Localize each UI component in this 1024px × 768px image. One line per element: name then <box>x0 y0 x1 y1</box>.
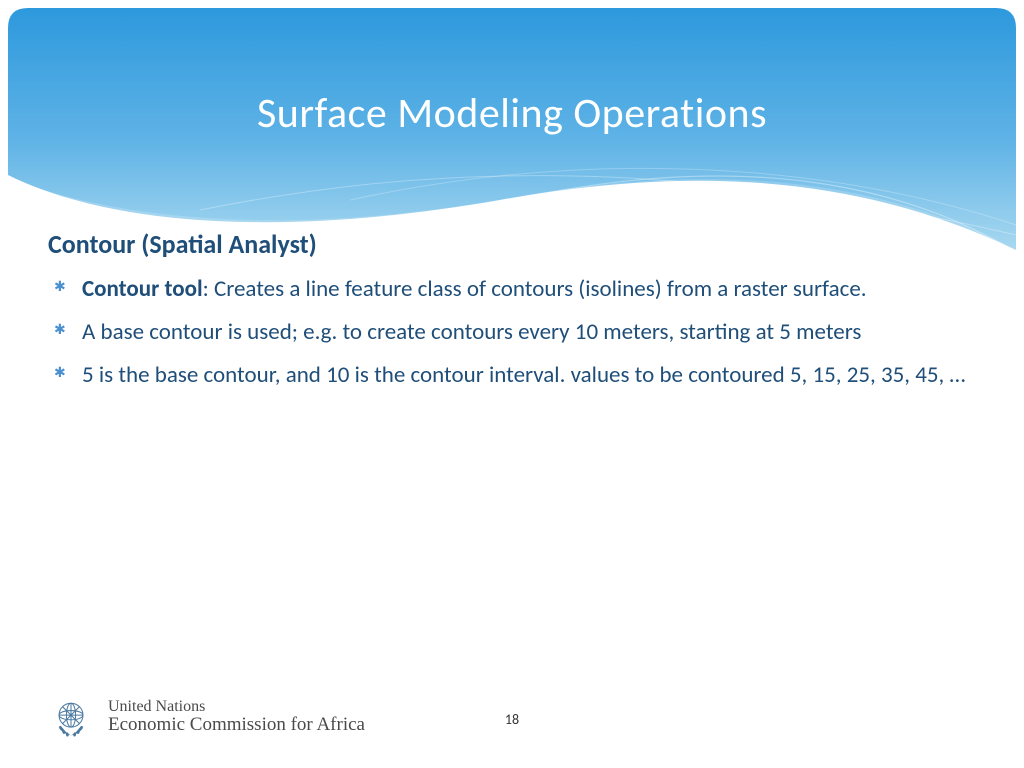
bullet-list: Contour tool: Creates a line feature cla… <box>48 274 976 391</box>
slide-title: Surface Modeling Operations <box>0 88 1024 139</box>
bullet-text: A base contour is used; e.g. to create c… <box>82 318 861 346</box>
bullet-item: 5 is the base contour, and 10 is the con… <box>48 360 976 391</box>
bullet-bold: Contour tool <box>82 275 203 303</box>
bullet-item: Contour tool: Creates a line feature cla… <box>48 274 976 305</box>
page-number: 18 <box>0 711 1024 728</box>
bullet-text: : Creates a line feature class of contou… <box>203 275 867 303</box>
content-subheading: Contour (Spatial Analyst) <box>48 228 976 260</box>
slide: Surface Modeling Operations Contour (Spa… <box>0 0 1024 768</box>
bullet-item: A base contour is used; e.g. to create c… <box>48 317 976 348</box>
slide-content: Contour (Spatial Analyst) Contour tool: … <box>48 228 976 403</box>
bullet-text: 5 is the base contour, and 10 is the con… <box>82 361 965 389</box>
